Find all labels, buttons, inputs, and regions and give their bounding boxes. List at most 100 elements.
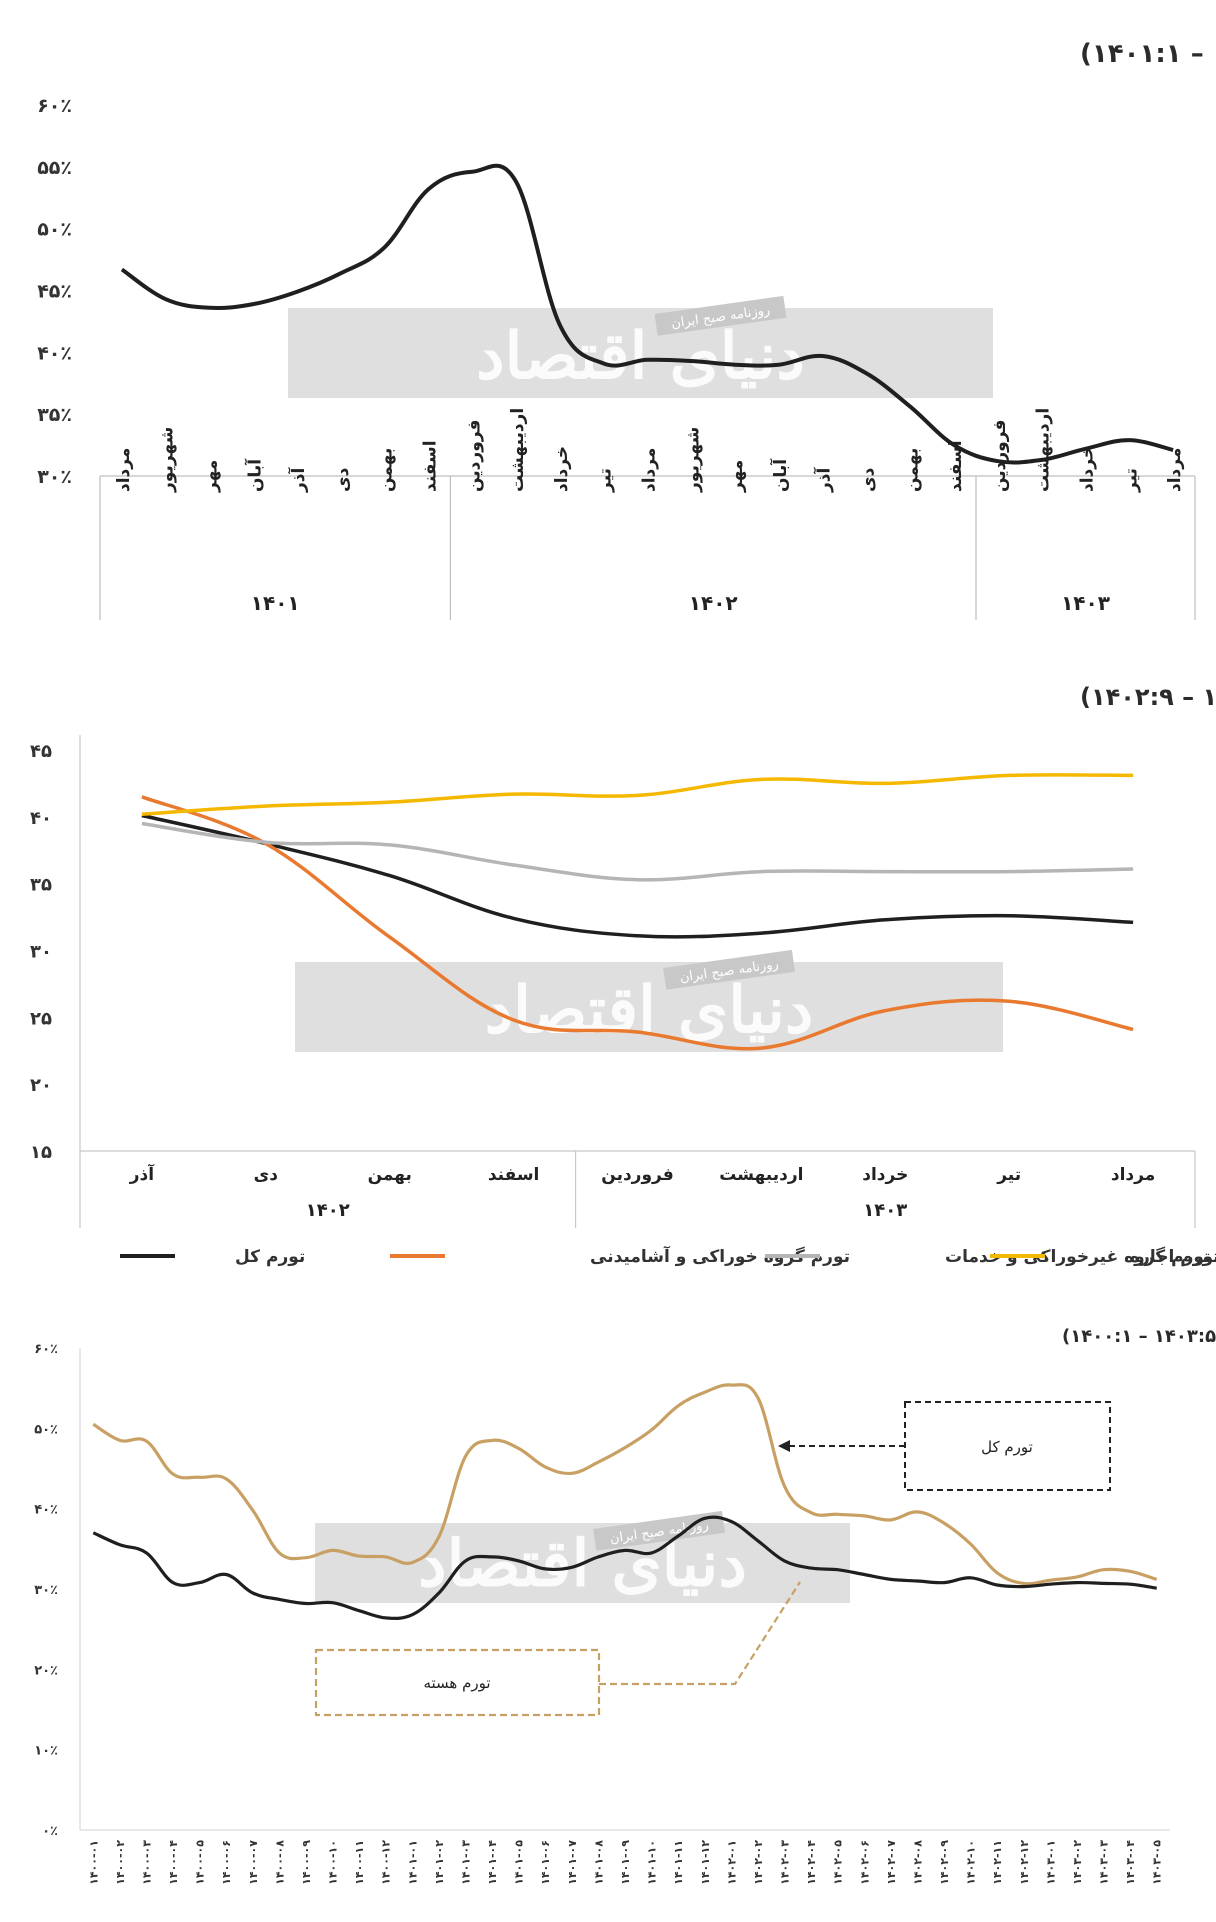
chart-2-group-inflation: نمودار ۲- روند تورم گروه‌های مهم (درصد؛ … xyxy=(0,660,1216,1280)
watermark-logo: دنیای اقتصاد xyxy=(476,319,805,394)
x-tick-label: آبان xyxy=(243,458,265,492)
chart-title: نمودار ۳ – روند تورم نقطه‌به‌نقطه کل و ت… xyxy=(1062,1326,1216,1347)
legend-label: تورم گروه خوراکی و آشامیدنی xyxy=(590,1245,850,1267)
watermark-band xyxy=(288,308,993,398)
y-tick-label: ۴۰٪ xyxy=(34,1503,58,1518)
annotation-arrow xyxy=(778,1440,790,1452)
x-tick-label: ۱۴۰۱-۱۱ xyxy=(672,1840,685,1885)
group-label: ۱۴۰۳ xyxy=(863,1200,907,1221)
x-tick-label: آذر xyxy=(813,466,835,493)
x-tick-label: ۱۴۰۲-۰۱ xyxy=(725,1840,738,1885)
annotation-leader xyxy=(599,1581,801,1686)
x-tick-label: اسفند xyxy=(421,440,441,492)
annotation-label: تورم هسته xyxy=(423,1674,490,1692)
group-label: ۱۴۰۱ xyxy=(251,591,300,615)
chart-2-svg: نمودار ۲- روند تورم گروه‌های مهم (درصد؛ … xyxy=(30,683,1216,1267)
x-tick-label: اسفند xyxy=(488,1165,540,1185)
y-tick-label: ۵۵٪ xyxy=(37,157,72,179)
x-tick-label: ۱۴۰۱-۱۰ xyxy=(646,1840,659,1885)
y-tick-label: ۳۰٪ xyxy=(37,466,72,488)
x-tick-label: ۱۴۰۰-۰۷ xyxy=(247,1840,260,1885)
x-tick-label: ۱۴۰۱-۱۲ xyxy=(699,1840,712,1885)
x-tick-label: ۱۴۰۲-۰۵ xyxy=(832,1840,845,1885)
x-tick-label: فروردین xyxy=(464,420,484,492)
x-tick-label: ۱۴۰۰-۰۸ xyxy=(273,1840,286,1885)
legend-label: تورم کل xyxy=(235,1247,305,1267)
y-tick-label: ۳۵ xyxy=(30,875,52,896)
x-tick-label: بهمن xyxy=(377,448,397,492)
x-tick-label: ۱۴۰۰-۱۲ xyxy=(380,1840,393,1885)
x-tick-label: آذر xyxy=(287,466,309,493)
x-tick-label: ۱۴۰۲-۰۸ xyxy=(911,1840,924,1885)
y-tick-label: ۲۰ xyxy=(30,1075,52,1096)
group-label: ۱۴۰۳ xyxy=(1061,591,1110,615)
x-tick-label: ۱۴۰۲-۰۳ xyxy=(779,1840,792,1885)
chart-3-headline-vs-core: نمودار ۳ – روند تورم نقطه‌به‌نقطه کل و ت… xyxy=(0,1300,1216,1922)
x-tick-label: شهریور xyxy=(158,427,178,493)
series-line-headline-inflation xyxy=(120,163,1174,465)
x-tick-label: ۱۴۰۰-۱۰ xyxy=(327,1840,340,1885)
x-tick-label: فروردین xyxy=(601,1165,673,1185)
watermark-sub-box xyxy=(593,1510,725,1551)
legend-label: تورم گروه غیرخوراکی و خدمات xyxy=(945,1246,1210,1267)
watermark-logo: دنیای اقتصاد xyxy=(485,973,814,1048)
x-tick-label: ۱۴۰۰-۰۴ xyxy=(167,1840,180,1885)
y-tick-label: ۶۰٪ xyxy=(34,1342,58,1357)
x-tick-label: ۱۴۰۳-۰۴ xyxy=(1124,1840,1137,1885)
x-tick-label: ۱۴۰۱-۰۸ xyxy=(592,1840,605,1885)
x-tick-label: ۱۴۰۰-۰۳ xyxy=(140,1840,153,1885)
series-line-4 xyxy=(141,773,1134,816)
x-tick-label: ۱۴۰۱-۰۹ xyxy=(619,1840,632,1885)
x-tick-label: دی xyxy=(333,467,353,492)
watermark-sub-box xyxy=(654,295,787,336)
x-tick-label: اسفند xyxy=(946,440,966,492)
legend-label: تورم اجاره xyxy=(1130,1247,1216,1267)
x-tick-label: اردیبهشت xyxy=(1034,408,1054,492)
annotation-box xyxy=(904,1401,1111,1491)
x-tick-label: فروردین xyxy=(990,420,1010,492)
x-tick-label: ۱۴۰۲-۰۶ xyxy=(858,1840,871,1885)
y-tick-label: ۴۵٪ xyxy=(37,281,72,303)
x-tick-label: آذر xyxy=(129,1163,156,1185)
x-tick-label: ۱۴۰۱-۰۶ xyxy=(539,1840,552,1885)
x-tick-label: مرداد xyxy=(1111,1165,1155,1185)
chart-1-svg: نمودار ۱ – تورم نقطه‌به‌نقطه (درصد؛ ماها… xyxy=(37,39,1216,620)
y-tick-label: ۳۵٪ xyxy=(37,404,72,426)
y-tick-label: ۴۵ xyxy=(30,741,52,762)
x-tick-label: خرداد xyxy=(552,446,572,492)
y-tick-label: ۰٪ xyxy=(42,1824,58,1839)
chart-title: نمودار ۲- روند تورم گروه‌های مهم (درصد؛ … xyxy=(1080,683,1216,711)
x-tick-label: تیر xyxy=(996,1165,1021,1185)
x-tick-label: مرداد xyxy=(114,448,134,492)
watermark-sub-box xyxy=(663,949,795,990)
x-tick-label: ۱۴۰۲-۱۰ xyxy=(965,1840,978,1885)
x-tick-label: ۱۴۰۱-۰۴ xyxy=(486,1840,499,1885)
x-tick-label: بهمن xyxy=(368,1165,412,1185)
x-tick-label: ۱۴۰۲-۱۲ xyxy=(1018,1840,1031,1885)
series-line-2 xyxy=(92,1515,1157,1620)
series-line-3 xyxy=(141,821,1134,882)
x-tick-label: ۱۴۰۰-۰۹ xyxy=(300,1840,313,1885)
x-tick-label: اردیبهشت xyxy=(508,408,528,492)
x-tick-label: ۱۴۰۱-۰۳ xyxy=(459,1840,472,1885)
series-line-2 xyxy=(141,795,1134,1051)
x-tick-label: ۱۴۰۰-۰۵ xyxy=(194,1840,207,1885)
x-tick-label: شهریور xyxy=(683,427,703,493)
annotation-core: تورم هسته xyxy=(314,1581,801,1717)
annotation-headline: تورم کل xyxy=(778,1401,1111,1491)
x-tick-label: ۱۴۰۱-۰۷ xyxy=(566,1840,579,1885)
x-tick-label: خرداد xyxy=(862,1165,908,1185)
y-tick-label: ۵۰٪ xyxy=(37,219,72,241)
x-tick-label: ۱۴۰۲-۰۹ xyxy=(938,1840,951,1885)
y-tick-label: ۴۰٪ xyxy=(37,342,72,364)
x-tick-label: بهمن xyxy=(902,448,922,492)
x-tick-label: آبان xyxy=(769,458,791,492)
x-tick-label: ۱۴۰۱-۰۵ xyxy=(513,1840,526,1885)
y-tick-label: ۳۰ xyxy=(30,942,52,963)
y-tick-label: ۱۰٪ xyxy=(34,1744,58,1759)
x-tick-label: مرداد xyxy=(1165,448,1185,492)
x-tick-label: ۱۴۰۳-۰۳ xyxy=(1098,1840,1111,1885)
annotation-box xyxy=(314,1648,601,1717)
x-tick-label: اردیبهشت xyxy=(719,1165,803,1185)
x-tick-label: ۱۴۰۱-۰۱ xyxy=(406,1840,419,1885)
